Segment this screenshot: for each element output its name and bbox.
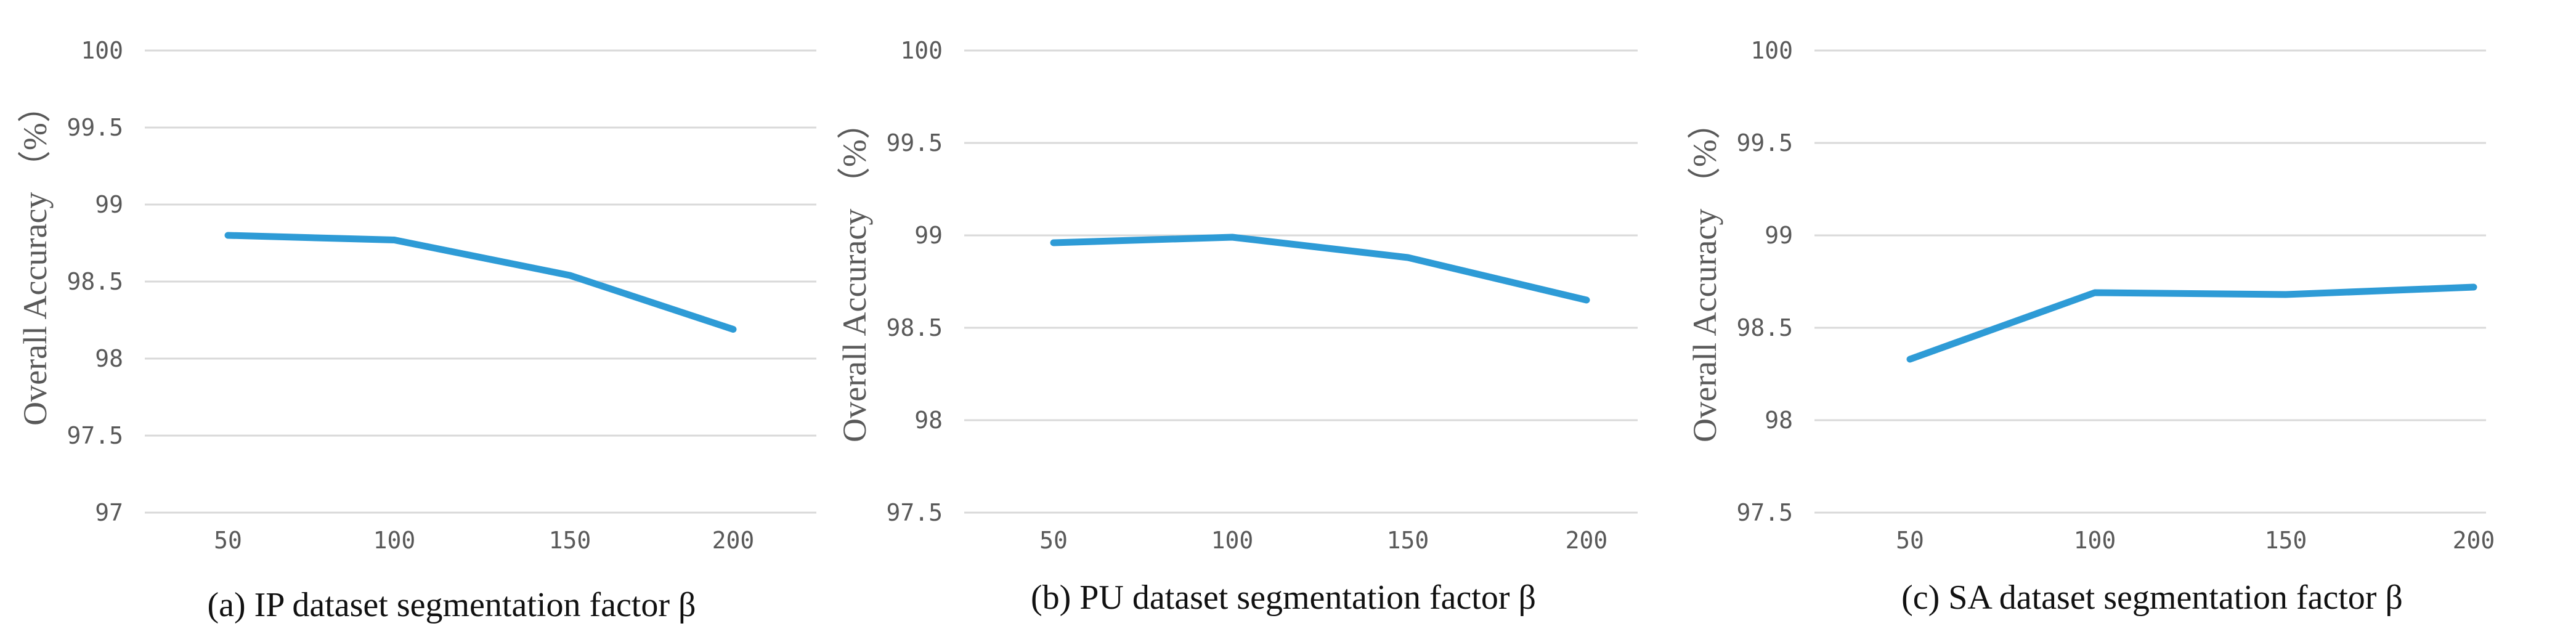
y-tick-label: 98	[914, 407, 943, 434]
y-tick-label: 99	[1765, 222, 1793, 249]
x-tick-label: 100	[1211, 527, 1254, 554]
x-tick-label: 50	[214, 527, 242, 554]
y-tick-label: 99	[914, 222, 943, 249]
x-tick-label: 200	[712, 527, 755, 554]
y-tick-label: 99.5	[67, 114, 123, 141]
y-tick-label: 97.5	[886, 499, 943, 526]
y-tick-label: 98.5	[1736, 314, 1793, 341]
y-axis-label: Overall Accuracy （%）	[17, 89, 54, 426]
x-tick-label: 200	[1566, 527, 1608, 554]
y-axis-label: Overall Accuracy （%）	[1686, 106, 1723, 442]
y-tick-label: 99.5	[886, 129, 943, 156]
y-tick-label: 98.5	[886, 314, 943, 341]
x-tick-label: 150	[1387, 527, 1429, 554]
y-tick-label: 98.5	[67, 268, 123, 295]
y-tick-label: 100	[1750, 37, 1793, 64]
chart-caption: (a) IP dataset segmentation factor β	[208, 586, 696, 624]
chart-caption: (c) SA dataset segmentation factor β	[1901, 579, 2403, 617]
y-tick-label: 99.5	[1736, 129, 1793, 156]
series-line	[1050, 234, 1590, 304]
x-tick-label: 50	[1896, 527, 1924, 554]
y-tick-label: 98	[1765, 407, 1793, 434]
x-tick-label: 100	[373, 527, 416, 554]
y-tick-label: 97	[95, 499, 123, 526]
x-tick-label: 200	[2453, 527, 2495, 554]
x-tick-label: 50	[1039, 527, 1068, 554]
y-tick-label: 97.5	[1736, 499, 1793, 526]
y-tick-label: 98	[95, 345, 123, 372]
y-axis-label: Overall Accuracy （%）	[836, 106, 873, 442]
series-line	[1906, 283, 2477, 363]
x-tick-label: 150	[549, 527, 591, 554]
x-tick-label: 150	[2265, 527, 2307, 554]
y-tick-label: 97.5	[67, 422, 123, 449]
series-line	[224, 232, 737, 333]
x-tick-label: 100	[2074, 527, 2116, 554]
y-tick-label: 99	[95, 191, 123, 218]
y-tick-label: 100	[81, 37, 123, 64]
y-tick-label: 100	[900, 37, 943, 64]
chart-caption: (b) PU dataset segmentation factor β	[1031, 579, 1536, 617]
